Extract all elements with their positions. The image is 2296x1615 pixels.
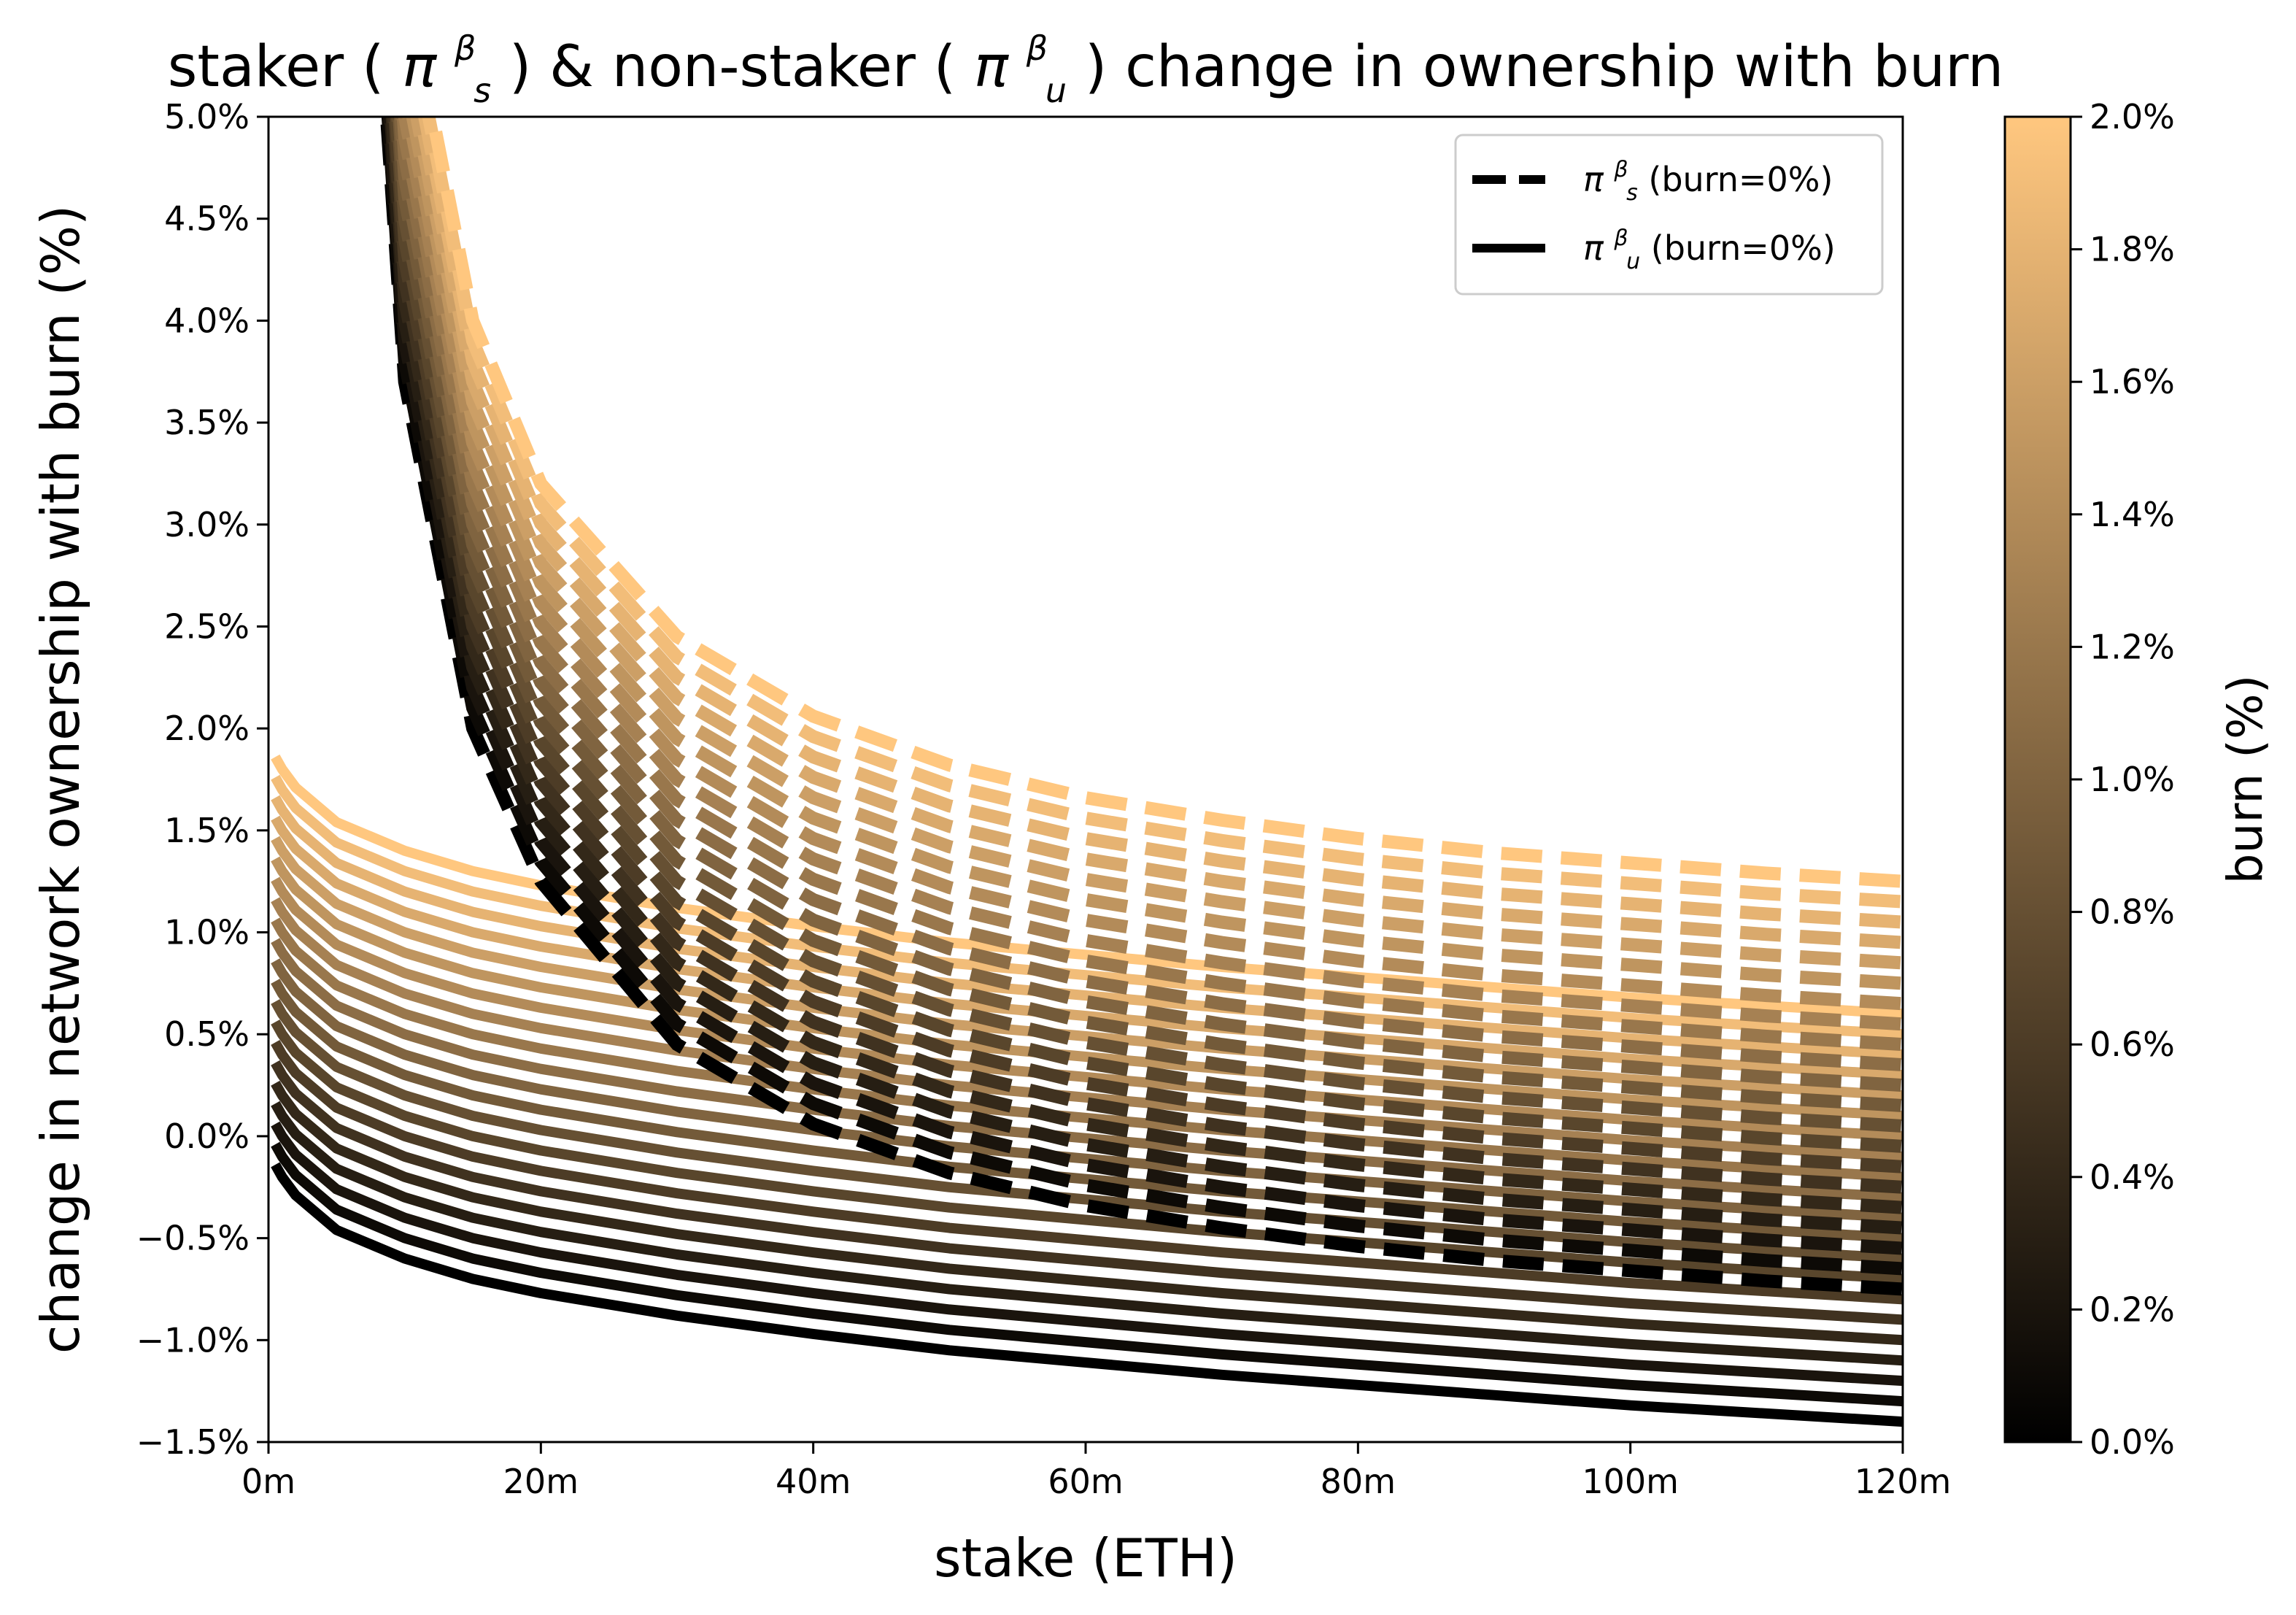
title-pi-s-symbol: π xyxy=(402,34,437,100)
y-tick-label: 4.5% xyxy=(164,199,250,239)
y-tick-label: 1.0% xyxy=(164,913,250,952)
staker-line-burn-1.8 xyxy=(417,117,1903,929)
title-pi-s-subscript: s xyxy=(473,71,491,110)
staker-line-burn-0.7 xyxy=(390,117,1903,1153)
y-tick-label: −1.5% xyxy=(136,1422,250,1462)
staker-line-burn-1.9 xyxy=(422,117,1903,909)
colorbar-tick-label: 0.6% xyxy=(2090,1025,2175,1064)
x-tick-label: 40m xyxy=(776,1462,851,1501)
y-tick-label: 4.0% xyxy=(164,301,250,340)
nonstaker-line-burn-0.8 xyxy=(271,999,1903,1264)
staker-line-burn-0.6 xyxy=(388,117,1903,1173)
title-part1: staker xyxy=(168,34,362,100)
x-tick-label: 20m xyxy=(503,1462,579,1501)
colorbar-label: burn (%) xyxy=(2217,675,2273,884)
staker-line-burn-1.4 xyxy=(402,117,1903,1011)
colorbar-tick-label: 1.8% xyxy=(2090,230,2175,269)
x-tick-label: 0m xyxy=(241,1462,295,1501)
legend: π β s (burn=0%) π β u (burn=0%) xyxy=(1454,134,1884,296)
staker-line-burn-1.5 xyxy=(406,117,1903,990)
y-axis-label: change in network ownership with burn (%… xyxy=(30,205,91,1354)
staker-line-burn-0.4 xyxy=(385,117,1903,1214)
chart-title: staker ( π β s ) & non-staker ( π β u ) … xyxy=(168,8,2004,116)
staker-line-burn-0.1 xyxy=(381,117,1903,1276)
title-pi-u-symbol: π xyxy=(974,34,1009,100)
colorbar-tick-label: 1.6% xyxy=(2090,362,2175,401)
x-tick-label: 100m xyxy=(1582,1462,1679,1501)
legend-entry-nonstaker: π β u (burn=0%) xyxy=(1583,214,1836,277)
colorbar-tick-label: 2.0% xyxy=(2090,97,2175,136)
title-open-paren-s: ( xyxy=(362,34,384,100)
y-tick-label: 0.5% xyxy=(164,1014,250,1054)
nonstaker-line-burn-0.9 xyxy=(271,979,1903,1244)
nonstaker-line-burn-0.0 xyxy=(271,1162,1903,1427)
staker-line-burn-0.2 xyxy=(382,117,1903,1255)
staker-line-burn-1.7 xyxy=(414,117,1903,949)
plot-lines xyxy=(271,117,1903,1427)
title-pi-u-superscript: β xyxy=(1026,28,1048,68)
x-tick-label: 80m xyxy=(1321,1462,1396,1501)
nonstaker-line-burn-0.6 xyxy=(271,1039,1903,1305)
colorbar-tick-label: 0.4% xyxy=(2090,1157,2175,1197)
x-tick-label: 60m xyxy=(1048,1462,1123,1501)
title-close-paren-u: ) xyxy=(1085,34,1107,100)
y-tick-label: −0.5% xyxy=(136,1219,250,1258)
title-open-paren-u: ( xyxy=(934,34,956,100)
y-tick-label: 1.5% xyxy=(164,811,250,850)
staker-line-burn-0.0 xyxy=(379,117,1903,1296)
title-part2: & non-staker xyxy=(549,34,934,100)
y-tick-label: −1.0% xyxy=(136,1320,250,1360)
colorbar-tick-label: 0.8% xyxy=(2090,893,2175,932)
colorbar-gradient xyxy=(2003,115,2072,1444)
nonstaker-line-burn-0.4 xyxy=(271,1080,1903,1346)
y-tick-label: 2.5% xyxy=(164,606,250,646)
title-close-paren-s: ) xyxy=(509,34,531,100)
x-axis-ticks: 0m 20m 40m 60m 80m 100m 120m xyxy=(241,1442,1951,1501)
nonstaker-line-burn-0.1 xyxy=(271,1141,1903,1407)
staker-line-burn-1.0 xyxy=(393,117,1903,1092)
y-tick-label: 3.0% xyxy=(164,505,250,544)
colorbar: 0.0% 0.2% 0.4% 0.6% 0.8% 1.0% 1.2% 1.4% 1.6% 1.8%… xyxy=(2003,97,2273,1462)
y-tick-label: 2.0% xyxy=(164,709,250,748)
staker-line-burn-0.8 xyxy=(391,117,1903,1133)
staker-line-burn-1.1 xyxy=(395,117,1903,1072)
colorbar-tick-label: 0.2% xyxy=(2090,1290,2175,1329)
nonstaker-line-burn-0.7 xyxy=(271,1020,1903,1284)
staker-line-burn-0.5 xyxy=(387,117,1903,1194)
nonstaker-line-burn-0.2 xyxy=(271,1121,1903,1387)
title-part3: change in ownership with burn xyxy=(1125,34,2003,100)
title-pi-u-subscript: u xyxy=(1045,71,1067,110)
legend-entry-staker: π β s (burn=0%) xyxy=(1583,145,1833,208)
y-tick-label: 0.0% xyxy=(164,1117,250,1156)
colorbar-tick-label: 1.0% xyxy=(2090,760,2175,799)
nonstaker-line-burn-0.5 xyxy=(271,1060,1903,1325)
colorbar-tick-label: 1.4% xyxy=(2090,495,2175,534)
staker-line-burn-1.6 xyxy=(409,117,1903,970)
y-axis-ticks: −1.5% −1.0% −0.5% 0.0% 0.5% 1.0% 1.5% 2.0% 2.5% 3… xyxy=(136,97,268,1462)
y-tick-label: 5.0% xyxy=(164,97,250,136)
legend-frame xyxy=(1454,134,1884,296)
title-pi-s-superscript: β xyxy=(454,28,476,68)
staker-line-burn-1.3 xyxy=(398,117,1903,1031)
colorbar-tick-label: 0.0% xyxy=(2090,1422,2175,1462)
staker-line-burn-2.0 xyxy=(425,117,1903,888)
x-axis-label: stake (ETH) xyxy=(934,1527,1237,1589)
staker-line-burn-0.9 xyxy=(393,117,1903,1112)
staker-line-burn-1.2 xyxy=(396,117,1903,1052)
colorbar-tick-label: 1.2% xyxy=(2090,627,2175,666)
nonstaker-line-burn-0.3 xyxy=(271,1101,1903,1366)
colorbar-ticks: 0.0% 0.2% 0.4% 0.6% 0.8% 1.0% 1.2% 1.4% 1.6% 1.8%… xyxy=(2071,97,2175,1462)
x-tick-label: 120m xyxy=(1855,1462,1952,1501)
staker-line-burn-0.3 xyxy=(384,117,1903,1235)
y-tick-label: 3.5% xyxy=(164,403,250,442)
